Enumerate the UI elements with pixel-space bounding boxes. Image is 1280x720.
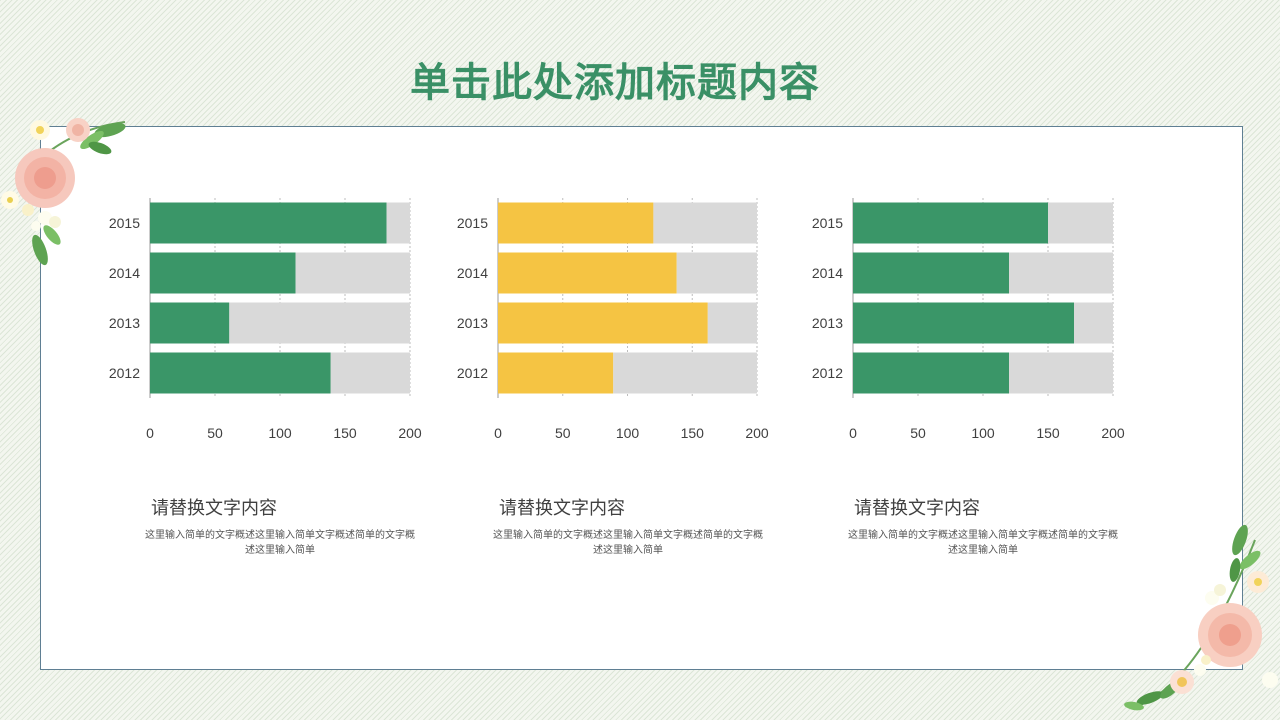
- caption-block-1: 请替换文字内容 这里输入简单的文字概述这里输入简单文字概述简单的文字概述这里输入…: [145, 494, 435, 558]
- x-tick-label: 50: [207, 425, 223, 441]
- category-label: 2012: [109, 365, 140, 381]
- x-tick-label: 150: [1036, 425, 1060, 441]
- bar-remainder: [295, 252, 410, 294]
- bar-value: [150, 252, 296, 294]
- bar-remainder: [1048, 202, 1113, 244]
- caption-body: 这里输入简单的文字概述这里输入简单文字概述简单的文字概述这里输入简单: [848, 530, 1118, 556]
- caption-title: 请替换文字内容: [151, 498, 277, 519]
- category-label: 2015: [812, 215, 843, 231]
- bar-remainder: [653, 202, 757, 244]
- x-tick-label: 0: [494, 425, 502, 441]
- bar-value: [853, 302, 1074, 344]
- category-label: 2014: [457, 265, 488, 281]
- bar-value: [150, 202, 387, 244]
- bar-remainder: [613, 352, 757, 394]
- x-tick-label: 100: [971, 425, 995, 441]
- bar-remainder: [1009, 352, 1113, 394]
- bar-remainder: [676, 252, 757, 294]
- x-tick-label: 50: [910, 425, 926, 441]
- x-tick-label: 200: [745, 425, 769, 441]
- chart-3: 2015 2014 2013 2012 0 50 100 150 200: [812, 198, 1125, 441]
- bar-remainder: [386, 202, 410, 244]
- category-label: 2013: [457, 315, 488, 331]
- chart-1: 2015 2014 2013 2012 0 50 100 150 200: [109, 198, 422, 441]
- category-label: 2015: [457, 215, 488, 231]
- bar-value: [853, 352, 1009, 394]
- x-tick-label: 0: [849, 425, 857, 441]
- bar-remainder: [330, 352, 410, 394]
- bar-remainder: [707, 302, 757, 344]
- bar-value: [853, 252, 1009, 294]
- caption-title: 请替换文字内容: [499, 498, 625, 519]
- x-tick-label: 200: [398, 425, 422, 441]
- bar-remainder: [229, 302, 410, 344]
- bar-value: [853, 202, 1048, 244]
- category-label: 2014: [812, 265, 843, 281]
- page-title: 单击此处添加标题内容: [410, 60, 820, 106]
- category-label: 2012: [812, 365, 843, 381]
- caption-body: 这里输入简单的文字概述这里输入简单文字概述简单的文字概述这里输入简单: [493, 530, 763, 556]
- bar-remainder: [1074, 302, 1113, 344]
- bar-value: [498, 202, 654, 244]
- caption-body: 这里输入简单的文字概述这里输入简单文字概述简单的文字概述这里输入简单: [145, 530, 415, 556]
- category-label: 2013: [109, 315, 140, 331]
- bar-value: [498, 352, 614, 394]
- bar-value: [150, 352, 331, 394]
- caption-block-2: 请替换文字内容 这里输入简单的文字概述这里输入简单文字概述简单的文字概述这里输入…: [493, 494, 783, 558]
- floral-decoration-top-left: [1, 118, 126, 266]
- bar-remainder: [1009, 252, 1113, 294]
- bar-value: [150, 302, 230, 344]
- bar-value: [498, 302, 708, 344]
- caption-block-3: 请替换文字内容 这里输入简单的文字概述这里输入简单文字概述简单的文字概述这里输入…: [848, 494, 1138, 558]
- x-tick-label: 50: [555, 425, 571, 441]
- x-tick-label: 0: [146, 425, 154, 441]
- x-tick-label: 150: [681, 425, 705, 441]
- x-tick-label: 150: [333, 425, 357, 441]
- x-tick-label: 200: [1101, 425, 1125, 441]
- category-label: 2014: [109, 265, 140, 281]
- caption-title: 请替换文字内容: [854, 498, 980, 519]
- floral-decoration-bottom-right: [1124, 524, 1278, 711]
- category-label: 2013: [812, 315, 843, 331]
- category-label: 2015: [109, 215, 140, 231]
- x-tick-label: 100: [616, 425, 640, 441]
- bar-value: [498, 252, 677, 294]
- category-label: 2012: [457, 365, 488, 381]
- chart-2: 2015 2014 2013 2012 0 50 100 150 200: [457, 198, 769, 441]
- x-tick-label: 100: [268, 425, 292, 441]
